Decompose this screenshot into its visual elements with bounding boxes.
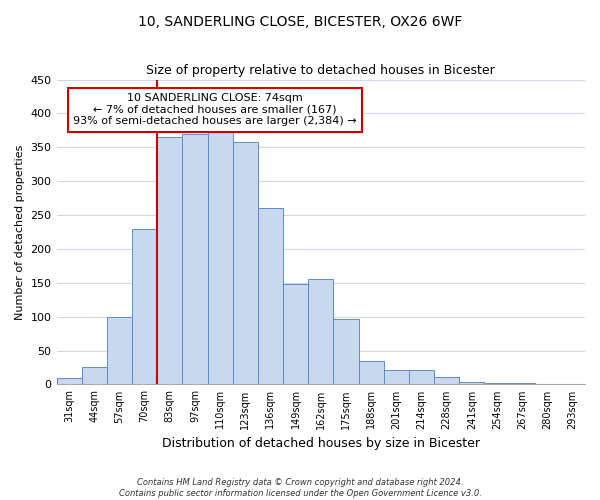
Y-axis label: Number of detached properties: Number of detached properties: [15, 144, 25, 320]
Text: 10, SANDERLING CLOSE, BICESTER, OX26 6WF: 10, SANDERLING CLOSE, BICESTER, OX26 6WF: [138, 15, 462, 29]
Bar: [434, 377, 459, 384]
Bar: [409, 370, 434, 384]
Bar: [509, 383, 535, 384]
Bar: [459, 382, 484, 384]
Title: Size of property relative to detached houses in Bicester: Size of property relative to detached ho…: [146, 64, 495, 77]
Bar: [182, 134, 208, 384]
Bar: [484, 383, 509, 384]
Text: 10 SANDERLING CLOSE: 74sqm
← 7% of detached houses are smaller (167)
93% of semi: 10 SANDERLING CLOSE: 74sqm ← 7% of detac…: [73, 94, 357, 126]
Bar: [258, 208, 283, 384]
Bar: [233, 142, 258, 384]
X-axis label: Distribution of detached houses by size in Bicester: Distribution of detached houses by size …: [162, 437, 480, 450]
Text: Contains HM Land Registry data © Crown copyright and database right 2024.
Contai: Contains HM Land Registry data © Crown c…: [119, 478, 481, 498]
Bar: [82, 368, 107, 384]
Bar: [359, 362, 383, 384]
Bar: [283, 284, 308, 384]
Bar: [132, 228, 157, 384]
Bar: [308, 280, 334, 384]
Bar: [56, 378, 82, 384]
Bar: [383, 370, 409, 384]
Bar: [334, 320, 359, 384]
Bar: [107, 316, 132, 384]
Bar: [157, 137, 182, 384]
Bar: [208, 130, 233, 384]
